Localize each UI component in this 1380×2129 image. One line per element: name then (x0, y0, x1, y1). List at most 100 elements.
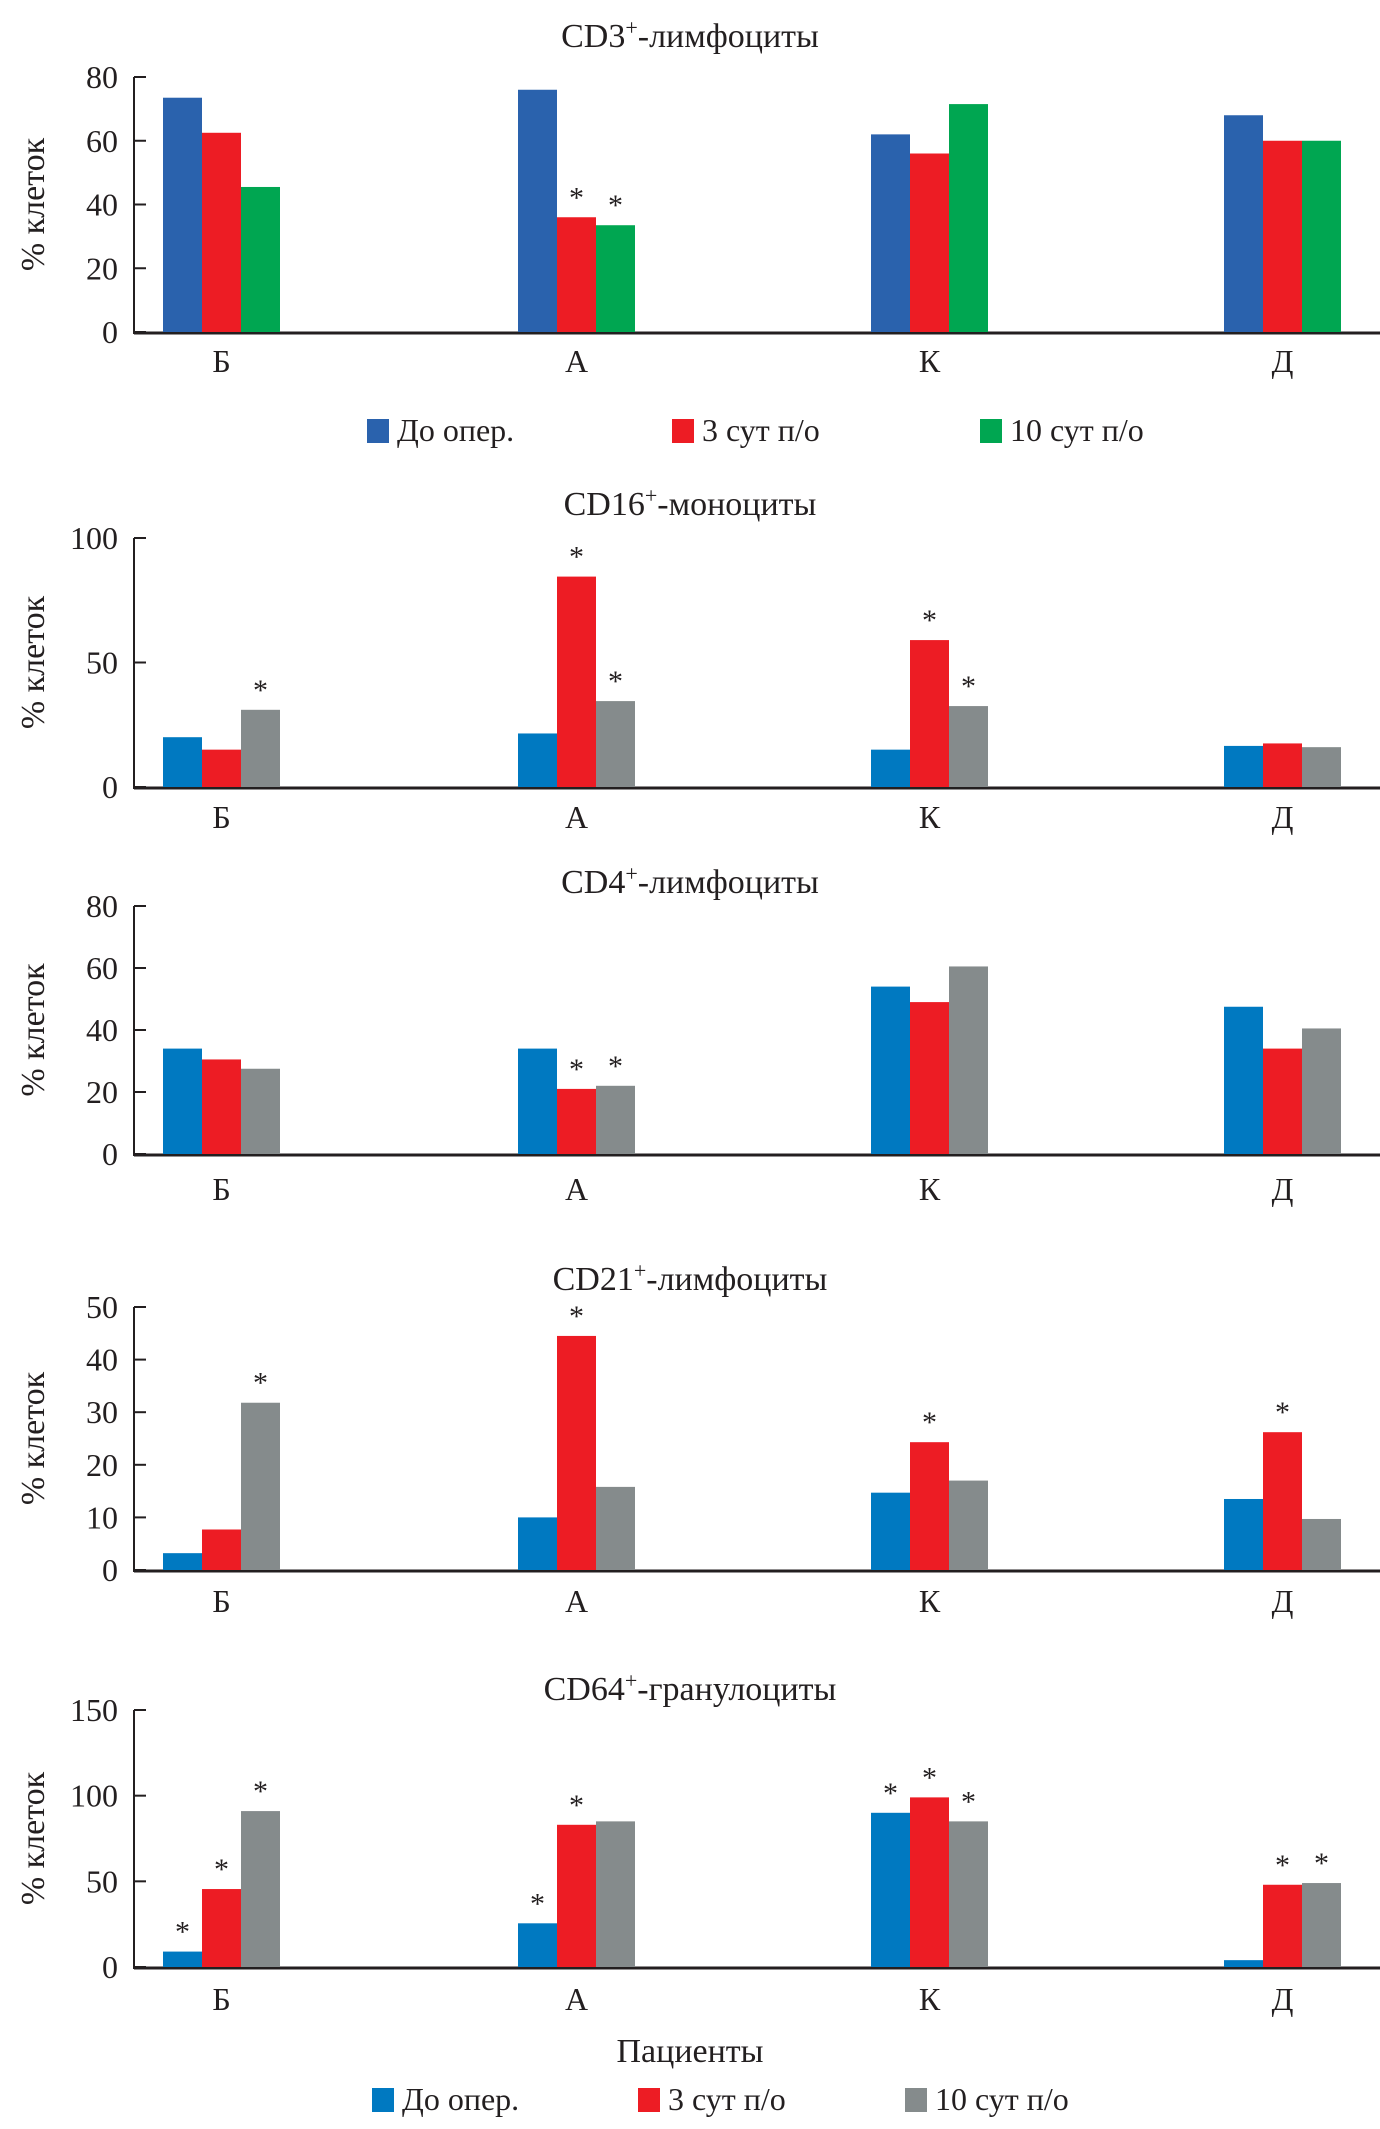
significance-marker: * (1275, 1396, 1290, 1429)
bar-3-2 (596, 1821, 635, 1967)
bar-2-1 (202, 1529, 241, 1570)
bar-3-1 (241, 1402, 280, 1570)
chart-title: CD16+-моноциты (564, 483, 817, 523)
significance-marker: * (214, 1853, 229, 1886)
legend-label: До опер. (397, 412, 514, 448)
x-tick-label: Д (1272, 1171, 1294, 1207)
legend-swatch (638, 2088, 660, 2112)
significance-marker: * (253, 1367, 268, 1400)
y-tick-label: 80 (86, 888, 118, 924)
legend-swatch (672, 419, 694, 443)
bar-3-3 (949, 706, 988, 787)
bar-3-3 (949, 104, 988, 332)
y-axis-label: % клеток (15, 595, 52, 729)
y-tick-label: 20 (86, 250, 118, 286)
y-tick-label: 60 (86, 950, 118, 986)
significance-marker: * (922, 1761, 937, 1794)
bar-3-2 (596, 701, 635, 787)
x-tick-label: К (919, 1171, 941, 1207)
legend-label: До опер. (402, 2081, 519, 2117)
x-tick-label: Б (212, 1171, 230, 1207)
y-tick-label: 0 (102, 769, 118, 805)
bar-3-2 (596, 1085, 635, 1154)
x-tick-label: Д (1272, 1981, 1294, 2017)
y-tick-label: 100 (70, 1778, 118, 1814)
legend-label: 10 сут п/о (935, 2081, 1069, 2117)
bar-3-1 (241, 709, 280, 787)
bar-2-4 (1263, 140, 1302, 332)
significance-marker: * (253, 1775, 268, 1808)
y-axis-label: % клеток (15, 137, 52, 271)
legend-swatch (367, 419, 389, 443)
significance-marker: * (569, 181, 584, 214)
legend-label: 3 сут п/о (668, 2081, 786, 2117)
bar-1-3 (871, 134, 910, 332)
bar-1-4 (1224, 115, 1263, 332)
bar-2-2 (557, 1088, 596, 1154)
bar-2-4 (1263, 1884, 1302, 1967)
chart-title: CD64+-гранулоциты (544, 1668, 837, 1708)
y-tick-label: 20 (86, 1074, 118, 1110)
significance-marker: * (608, 189, 623, 222)
x-tick-label: Б (212, 799, 230, 835)
x-tick-label: Д (1272, 1583, 1294, 1619)
bar-1-4 (1224, 1498, 1263, 1570)
significance-marker: * (569, 541, 584, 574)
bar-1-1 (163, 1951, 202, 1967)
bar-1-3 (871, 749, 910, 787)
bar-2-1 (202, 1059, 241, 1154)
x-tick-label: К (919, 1981, 941, 2017)
significance-marker: * (569, 1789, 584, 1822)
bar-3-4 (1302, 747, 1341, 787)
bar-1-2 (518, 733, 557, 787)
y-axis-label: % клеток (15, 1371, 52, 1505)
bar-2-3 (910, 1002, 949, 1154)
bar-1-4 (1224, 1006, 1263, 1154)
significance-marker: * (569, 1300, 584, 1333)
bar-1-4 (1224, 745, 1263, 787)
bar-2-4 (1263, 1048, 1302, 1154)
bar-1-3 (871, 1492, 910, 1570)
bar-1-3 (871, 1812, 910, 1967)
chart-title: CD21+-лимфоциты (553, 1258, 828, 1298)
bar-1-2 (518, 89, 557, 332)
significance-marker: * (608, 1050, 623, 1083)
significance-marker: * (608, 665, 623, 698)
bar-3-3 (949, 1480, 988, 1570)
chart-panel-4: CD21+-лимфоциты % клеток 0 10 20 30 40 50 * Б * А * К… (15, 1258, 1380, 1619)
bar-1-2 (518, 1923, 557, 1967)
bar-1-1 (163, 97, 202, 332)
x-tick-label: А (565, 1171, 588, 1207)
bar-3-2 (596, 1486, 635, 1570)
bar-1-1 (163, 1048, 202, 1154)
significance-marker: * (175, 1916, 190, 1949)
y-tick-label: 0 (102, 314, 118, 350)
legend-swatch (372, 2088, 394, 2112)
y-tick-label: 0 (102, 1552, 118, 1588)
y-axis-label: % клеток (15, 1771, 52, 1905)
significance-marker: * (922, 1406, 937, 1439)
x-tick-label: Д (1272, 799, 1294, 835)
legend-label: 3 сут п/о (702, 412, 820, 448)
chart-panel-5: CD64+-гранулоциты % клеток 0 50 100 150 * * * Б * *… (15, 1668, 1380, 2117)
y-tick-label: 40 (86, 187, 118, 223)
bar-2-3 (910, 640, 949, 787)
bar-1-2 (518, 1517, 557, 1570)
bar-1-1 (163, 1553, 202, 1570)
x-tick-label: А (565, 799, 588, 835)
bar-1-3 (871, 986, 910, 1154)
y-tick-label: 50 (86, 645, 118, 681)
legend-swatch (980, 419, 1002, 443)
significance-marker: * (530, 1887, 545, 1920)
y-tick-label: 40 (86, 1342, 118, 1378)
legend: До опер. 3 сут п/о 10 сут п/о (372, 2081, 1069, 2117)
x-tick-label: К (919, 1583, 941, 1619)
significance-marker: * (1275, 1849, 1290, 1882)
bar-3-4 (1302, 1028, 1341, 1154)
bar-2-4 (1263, 1432, 1302, 1570)
bar-1-1 (163, 737, 202, 787)
bar-2-1 (202, 1889, 241, 1967)
bar-2-3 (910, 1442, 949, 1570)
y-tick-label: 0 (102, 1136, 118, 1172)
chart-panel-3: CD4+-лимфоциты % клеток 0 20 40 60 80 Б * * А К Д (15, 861, 1380, 1207)
